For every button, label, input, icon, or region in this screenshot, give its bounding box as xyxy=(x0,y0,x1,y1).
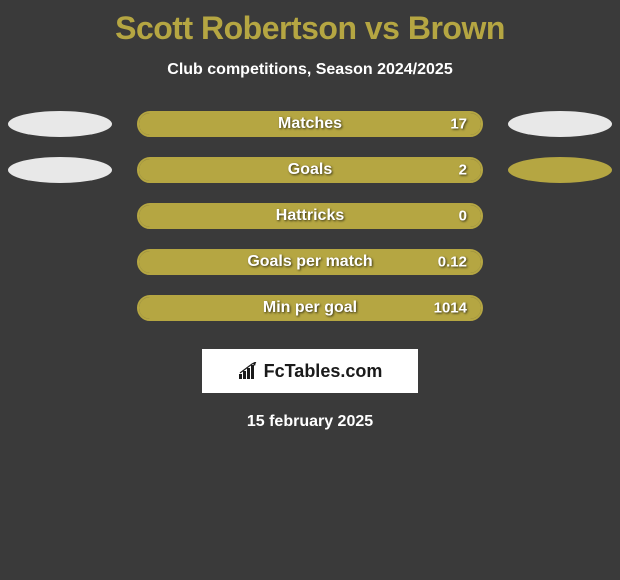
right-ellipse xyxy=(508,111,612,137)
stat-bar: Goals 2 xyxy=(137,157,483,183)
left-ellipse xyxy=(8,157,112,183)
date-text: 15 february 2025 xyxy=(247,413,373,431)
stat-value-right: 2 xyxy=(459,162,467,179)
stat-value-right: 0.12 xyxy=(438,254,467,271)
left-ellipse xyxy=(8,111,112,137)
stat-row-min-per-goal: Min per goal 1014 xyxy=(0,295,620,321)
stat-bar: Matches 17 xyxy=(137,111,483,137)
stat-value-right: 1014 xyxy=(434,300,467,317)
comparison-infographic: Scott Robertson vs Brown Club competitio… xyxy=(0,0,620,431)
stat-row-goals-per-match: Goals per match 0.12 xyxy=(0,249,620,275)
stat-value-right: 0 xyxy=(459,208,467,225)
stat-row-goals: Goals 2 xyxy=(0,157,620,183)
stat-label: Goals xyxy=(288,161,332,179)
stat-row-hattricks: Hattricks 0 xyxy=(0,203,620,229)
logo-text: FcTables.com xyxy=(264,361,383,382)
logo-box: FcTables.com xyxy=(202,349,418,393)
stat-label: Matches xyxy=(278,115,342,133)
stat-rows: Matches 17 Goals 2 Hattricks 0 xyxy=(0,111,620,321)
chart-icon xyxy=(238,362,260,380)
subtitle: Club competitions, Season 2024/2025 xyxy=(167,61,452,79)
page-title: Scott Robertson vs Brown xyxy=(115,10,505,47)
stat-label: Goals per match xyxy=(247,253,372,271)
stat-bar: Hattricks 0 xyxy=(137,203,483,229)
stat-bar: Min per goal 1014 xyxy=(137,295,483,321)
stat-value-right: 17 xyxy=(450,116,467,133)
right-ellipse xyxy=(508,157,612,183)
stat-label: Min per goal xyxy=(263,299,357,317)
stat-bar: Goals per match 0.12 xyxy=(137,249,483,275)
stat-row-matches: Matches 17 xyxy=(0,111,620,137)
logo: FcTables.com xyxy=(238,361,383,382)
stat-label: Hattricks xyxy=(276,207,344,225)
